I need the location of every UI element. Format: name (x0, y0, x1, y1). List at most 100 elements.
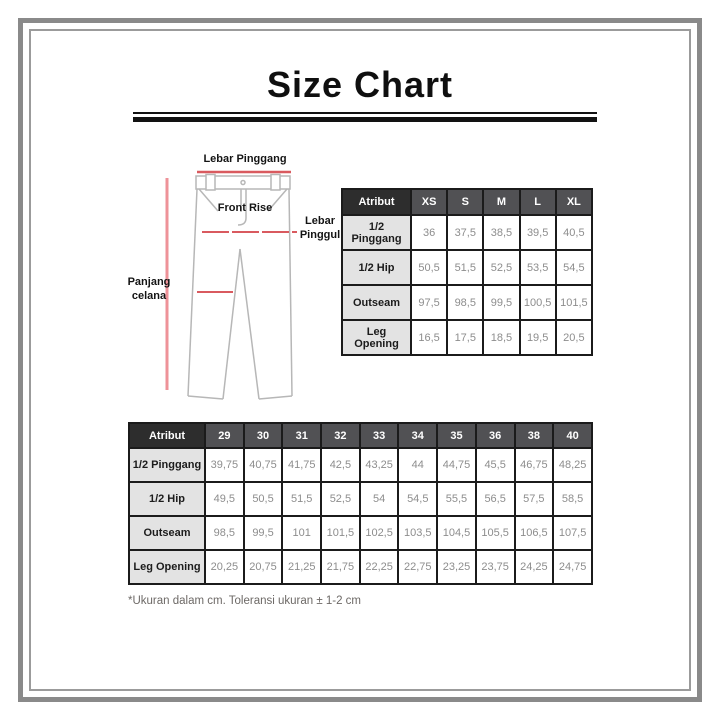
value-cell: 38,5 (482, 214, 521, 251)
value-cell: 53,5 (518, 249, 557, 286)
value-cell: 44,75 (436, 447, 477, 483)
value-cell: 106,5 (513, 515, 555, 551)
size-header-cell: 35 (436, 422, 477, 449)
length-label-line1: Panjang (127, 276, 171, 288)
value-cell: 20,5 (554, 319, 594, 356)
page-title: Size Chart (266, 64, 454, 105)
row-label-cell: 1/2 Pinggang (341, 214, 412, 251)
hip-label-line1: Lebar (305, 215, 335, 227)
value-cell: 101,5 (554, 284, 594, 321)
size-header-cell: S (446, 188, 485, 216)
header-row: Atribut XS S M L XL (341, 188, 594, 216)
value-cell: 46,75 (513, 447, 555, 483)
value-cell: 99,5 (242, 515, 284, 551)
value-cell: 52,5 (482, 249, 521, 286)
row-label-cell: Outseam (128, 515, 206, 551)
value-cell: 55,5 (436, 481, 477, 517)
value-cell: 107,5 (552, 515, 593, 551)
header-row: Atribut 29 30 31 32 33 34 35 36 38 40 (128, 422, 593, 449)
value-cell: 103,5 (397, 515, 439, 551)
row-label-cell: 1/2 Hip (128, 481, 206, 517)
size-header-cell: 32 (320, 422, 361, 449)
footnote: *Ukuran dalam cm. Toleransi ukuran ± 1-2… (128, 595, 361, 607)
value-cell: 104,5 (436, 515, 477, 551)
value-cell: 20,25 (204, 549, 245, 585)
value-cell: 22,25 (358, 549, 400, 585)
value-cell: 40,75 (242, 447, 284, 483)
row-label-cell: Leg Opening (341, 319, 412, 356)
value-cell: 36 (409, 214, 449, 251)
front-rise-label: Front Rise (217, 202, 273, 214)
value-cell: 102,5 (358, 515, 400, 551)
value-cell: 58,5 (552, 481, 593, 517)
value-cell: 22,75 (397, 549, 439, 585)
value-cell: 18,5 (482, 319, 521, 356)
value-cell: 41,75 (281, 447, 323, 483)
row-label-cell: Leg Opening (128, 549, 206, 585)
table-row: Outseam 97,5 98,5 99,5 100,5 101,5 (341, 284, 594, 321)
size-header-cell: M (482, 188, 521, 216)
value-cell: 98,5 (446, 284, 485, 321)
waist-width-label: Lebar Pinggang (203, 153, 287, 165)
value-cell: 21,75 (320, 549, 361, 585)
value-cell: 105,5 (474, 515, 516, 551)
letter-size-table: Atribut XS S M L XL 1/2 Pinggang 36 37,5 38,5 39,5… (341, 188, 594, 356)
size-header-cell: L (518, 188, 557, 216)
value-cell: 101 (281, 515, 323, 551)
pants-length-label: Panjang celana (116, 276, 182, 304)
value-cell: 54,5 (397, 481, 439, 517)
value-cell: 43,25 (358, 447, 400, 483)
value-cell: 54,5 (554, 249, 594, 286)
row-label-cell: 1/2 Pinggang (128, 447, 206, 483)
value-cell: 49,5 (204, 481, 245, 517)
table-row: 1/2 Hip 49,5 50,5 51,5 52,5 54 54,5 55,5 56,5 57,… (128, 481, 593, 517)
size-header-cell: 29 (204, 422, 245, 449)
value-cell: 37,5 (446, 214, 485, 251)
value-cell: 50,5 (409, 249, 449, 286)
value-cell: 51,5 (446, 249, 485, 286)
value-cell: 40,5 (554, 214, 594, 251)
value-cell: 101,5 (320, 515, 361, 551)
value-cell: 57,5 (513, 481, 555, 517)
size-header-cell: 33 (358, 422, 400, 449)
table-row: Leg Opening 20,25 20,75 21,25 21,75 22,25 22,7… (128, 549, 593, 585)
value-cell: 16,5 (409, 319, 449, 356)
value-cell: 51,5 (281, 481, 323, 517)
value-cell: 19,5 (518, 319, 557, 356)
attribute-header-cell: Atribut (128, 422, 206, 449)
table-row: Leg Opening 16,5 17,5 18,5 19,5 20,5 (341, 319, 594, 356)
title-rule-thick (133, 117, 597, 122)
size-header-cell: 38 (513, 422, 555, 449)
number-size-table: Atribut 29 30 31 32 33 34 35 36 38 40 1/2 Pinggang 3… (128, 422, 593, 585)
value-cell: 23,25 (436, 549, 477, 585)
value-cell: 39,75 (204, 447, 245, 483)
value-cell: 97,5 (409, 284, 449, 321)
table-row: 1/2 Pinggang 39,75 40,75 41,75 42,5 43,25 44 44… (128, 447, 593, 483)
size-header-cell: XS (409, 188, 449, 216)
length-label-line2: celana (131, 289, 167, 302)
row-label-cell: 1/2 Hip (341, 249, 412, 286)
pants-outline (187, 173, 293, 400)
value-cell: 44 (397, 447, 439, 483)
table-row: Outseam 98,5 99,5 101 101,5 102,5 103,5 104,5 10… (128, 515, 593, 551)
pants-diagram (165, 170, 297, 400)
size-header-cell: 40 (552, 422, 593, 449)
value-cell: 42,5 (320, 447, 361, 483)
table-row: 1/2 Pinggang 36 37,5 38,5 39,5 40,5 (341, 214, 594, 251)
value-cell: 21,25 (281, 549, 323, 585)
value-cell: 50,5 (242, 481, 284, 517)
value-cell: 17,5 (446, 319, 485, 356)
measurement-lines (165, 170, 297, 390)
row-label-cell: Outseam (341, 284, 412, 321)
value-cell: 99,5 (482, 284, 521, 321)
hip-label-line2: Pinggul (299, 228, 341, 241)
hip-width-label: Lebar Pinggul (292, 215, 348, 243)
size-header-cell: XL (554, 188, 594, 216)
size-header-cell: 30 (242, 422, 284, 449)
value-cell: 24,75 (552, 549, 593, 585)
title-rule-thin (133, 112, 597, 114)
value-cell: 45,5 (474, 447, 516, 483)
size-header-cell: 34 (397, 422, 439, 449)
value-cell: 24,25 (513, 549, 555, 585)
value-cell: 23,75 (474, 549, 516, 585)
